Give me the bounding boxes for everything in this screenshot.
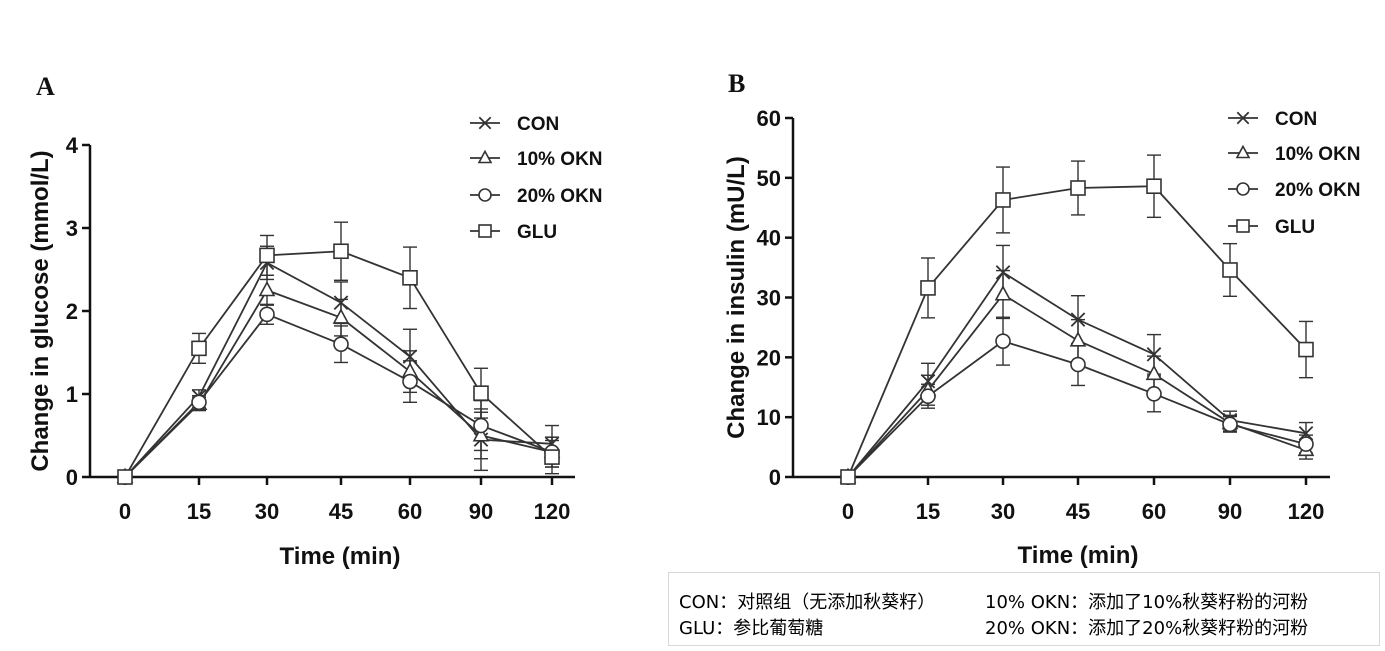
x-tick-label: 120 (534, 499, 571, 524)
legend-marker (478, 188, 492, 202)
data-point (1146, 386, 1162, 402)
series-line (124, 250, 553, 478)
x-tick-label: 60 (398, 499, 422, 524)
data-point (920, 280, 936, 296)
data-point (472, 426, 490, 442)
legend-label: GLU (517, 222, 557, 243)
data-point (191, 340, 207, 357)
y-tick-label: 50 (757, 166, 781, 191)
x-tick-label: 90 (469, 499, 493, 524)
legend-marker (477, 149, 493, 164)
y-tick-label: 40 (757, 226, 781, 251)
y-tick-label: 1 (66, 382, 78, 407)
series-line (124, 261, 553, 478)
y-tick-label: 60 (757, 106, 781, 131)
x-tick-label: 30 (255, 499, 279, 524)
note-con: CON：对照组（无添加秋葵籽） (679, 592, 936, 613)
x-tick-label: 45 (329, 499, 353, 524)
data-point (1145, 364, 1163, 381)
panel-b-chart: B 0 10 20 30 40 50 60 0 15 30 45 60 90 120 Change in in… (723, 69, 1361, 569)
x-tick-label: 0 (119, 499, 131, 524)
panel-letter: B (728, 69, 745, 98)
y-tick-label: 10 (757, 405, 781, 430)
legend-label: CON (1275, 109, 1317, 130)
data-point (1146, 347, 1162, 362)
data-point (840, 469, 856, 485)
data-point (117, 469, 133, 485)
legend-label: 10% OKN (1275, 144, 1361, 165)
x-tick-label: 45 (1066, 499, 1090, 524)
data-point (259, 247, 275, 264)
legend-note-box: CON：对照组（无添加秋葵籽） 10% OKN：添加了10%秋葵籽粉的河粉 GL… (668, 572, 1380, 646)
data-point (1222, 416, 1238, 433)
data-point (402, 373, 418, 390)
data-point (1146, 178, 1162, 195)
legend-label: GLU (1275, 217, 1315, 238)
data-point (995, 265, 1011, 280)
y-tick-label: 3 (66, 216, 78, 241)
data-point (332, 308, 350, 324)
legend-marker (478, 116, 492, 130)
note-10-okn: 10% OKN：添加了10%秋葵籽粉的河粉 (985, 592, 1309, 613)
data-point (259, 306, 275, 323)
series-line (847, 271, 1307, 478)
data-point (473, 417, 489, 434)
legend-marker (1235, 144, 1251, 159)
note-20-okn: 20% OKN：添加了20%秋葵籽粉的河粉 (985, 618, 1309, 639)
panel-a-chart: A 0 1 2 3 4 0 15 30 45 60 90 120 Change in glucose (m… (27, 72, 603, 570)
data-point (1222, 262, 1238, 278)
data-point (333, 336, 349, 353)
data-point (402, 349, 418, 364)
y-tick-label: 20 (757, 345, 781, 370)
x-tick-label: 15 (916, 499, 940, 524)
legend-marker (478, 224, 492, 238)
legend-label: 20% OKN (517, 186, 603, 207)
x-axis-title: Time (min) (280, 543, 401, 570)
x-axis-title: Time (min) (1018, 542, 1139, 569)
x-tick-label: 120 (1288, 499, 1325, 524)
legend-marker (1236, 219, 1250, 233)
x-tick-label: 90 (1218, 499, 1242, 524)
legend-label: 20% OKN (1275, 180, 1361, 201)
panel-letter: A (36, 72, 55, 101)
data-point (544, 449, 560, 465)
data-point (402, 269, 418, 286)
data-point (1069, 331, 1087, 347)
y-tick-label: 0 (66, 465, 78, 490)
x-tick-label: 0 (842, 499, 854, 524)
y-axis-title: Change in glucose (mmol/L) (27, 150, 54, 471)
y-tick-label: 30 (757, 286, 781, 311)
data-point (1070, 180, 1086, 196)
data-point (258, 280, 276, 297)
x-tick-label: 60 (1142, 499, 1166, 524)
data-point (994, 285, 1012, 301)
data-point (333, 295, 349, 310)
data-point (333, 243, 349, 260)
data-point (1298, 341, 1314, 358)
legend-marker (1236, 182, 1250, 196)
legend-label: CON (517, 114, 559, 135)
y-tick-label: 2 (66, 299, 78, 324)
data-point (995, 333, 1011, 349)
x-tick-label: 30 (991, 499, 1015, 524)
data-point (995, 192, 1011, 208)
y-tick-label: 0 (769, 465, 781, 490)
x-tick-label: 15 (187, 499, 211, 524)
data-point (1070, 356, 1086, 373)
note-glu: GLU：参比葡萄糖 (679, 618, 824, 639)
legend-marker (1236, 111, 1250, 125)
data-point (473, 385, 489, 401)
legend-label: 10% OKN (517, 149, 603, 170)
y-axis-title: Change in insulin (mU/L) (723, 156, 750, 439)
data-point (1070, 312, 1086, 327)
y-tick-label: 4 (66, 133, 79, 158)
data-point (1298, 436, 1314, 452)
data-point (191, 394, 207, 411)
data-point (920, 388, 936, 405)
